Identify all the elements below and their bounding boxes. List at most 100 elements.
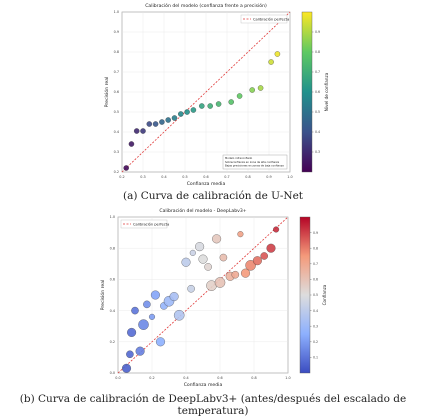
unet-point-10 — [184, 109, 190, 115]
deeplab-point-4 — [135, 346, 145, 356]
deeplab-colorbar-tick-label: 0.8 — [313, 246, 318, 250]
unet-legend-label: Calibración perfecta — [253, 17, 289, 21]
deeplab-y-tick-label: 0.6 — [110, 278, 115, 282]
unet-y-tick-label: 0.4 — [114, 130, 119, 134]
deeplab-point-9 — [155, 337, 165, 347]
deeplab-point-2 — [127, 327, 137, 337]
deeplab-point-26 — [237, 231, 244, 238]
unet-point-7 — [165, 117, 171, 123]
unet-y-tick-label: 0.2 — [114, 170, 119, 174]
deeplab-x-tick-label: 0.6 — [217, 376, 222, 380]
deeplab-colorbar-tick-label: 0.7 — [313, 262, 318, 266]
unet-y-tick-label: 0.7 — [114, 70, 119, 74]
deeplab-point-15 — [187, 285, 195, 293]
deeplab-chart-title: Calibración del modelo - DeepLabv3+ — [159, 207, 246, 214]
unet-colorbar-label: Nivel de confianza — [324, 72, 329, 111]
deeplab-x-tick-label: 0.2 — [149, 376, 154, 380]
unet-point-5 — [152, 121, 159, 127]
unet-point-12 — [199, 103, 205, 109]
unet-perfect-calibration-line — [121, 11, 291, 173]
unet-x-tick-label: 0.3 — [140, 175, 145, 179]
deeplab-point-25 — [231, 270, 240, 279]
unet-point-19 — [268, 59, 274, 65]
unet-annotation-line: Bajas precisiones en zonas de baja confi… — [225, 164, 284, 168]
deeplab-x-axis-label: Confianza media — [184, 382, 223, 388]
deeplab-point-28 — [245, 260, 256, 271]
unet-colorbar-tick-label: 0.8 — [315, 50, 320, 54]
unet-point-20 — [274, 51, 281, 57]
panel-unet: Calibración del modelo (confianza frente… — [0, 0, 426, 205]
caption-deeplab: (b) Curva de calibración de DeepLabv3+ (… — [19, 393, 407, 417]
deeplab-point-14 — [181, 257, 191, 267]
unet-point-0 — [123, 165, 129, 171]
unet-y-tick-label: 0.6 — [114, 90, 119, 94]
unet-colorbar-tick-label: 0.5 — [315, 110, 320, 114]
caption-unet: (a) Curva de calibración de U-Net — [122, 190, 304, 202]
deeplab-point-1 — [126, 350, 134, 359]
unet-x-tick-label: 0.6 — [203, 175, 208, 179]
unet-point-2 — [133, 128, 140, 134]
unet-colorbar-tick-label: 0.6 — [315, 90, 320, 94]
deeplab-legend-label: Calibración perfecta — [133, 222, 169, 226]
unet-x-tick-label: 0.7 — [224, 175, 229, 179]
unet-x-tick-label: 1.0 — [287, 175, 292, 179]
deeplab-point-19 — [204, 263, 212, 271]
deeplab-colorbar-tick-label: 0.6 — [313, 278, 318, 282]
deeplab-x-tick-label: 1.0 — [285, 376, 290, 380]
unet-y-tick-label: 1.0 — [114, 10, 119, 14]
deeplab-y-axis-label: Precisión real — [99, 280, 106, 311]
unet-y-tick-label: 0.8 — [114, 50, 119, 54]
deeplab-point-29 — [252, 256, 262, 266]
unet-point-8 — [171, 115, 178, 121]
deeplab-y-tick-label: 0.2 — [110, 340, 115, 344]
deeplab-point-22 — [214, 277, 226, 288]
unet-chart-title: Calibración del modelo (confianza frente… — [145, 2, 267, 9]
chart-unet-calibration: Calibración del modelo (confianza frente… — [103, 2, 329, 187]
unet-annotation-box — [222, 154, 288, 170]
deeplab-colorbar-tick-label: 0.5 — [313, 293, 318, 297]
deeplab-point-21 — [212, 234, 222, 244]
deeplab-point-5 — [138, 319, 149, 330]
deeplab-point-17 — [195, 242, 205, 252]
unet-colorbar-tick-label: 0.7 — [315, 70, 320, 74]
deeplab-colorbar — [299, 216, 311, 374]
deeplab-point-8 — [150, 290, 160, 300]
deeplab-y-tick-label: 0.0 — [110, 371, 115, 375]
deeplab-x-tick-label: 0.8 — [251, 376, 256, 380]
deeplab-point-12 — [169, 292, 179, 302]
unet-y-tick-label: 0.5 — [114, 110, 119, 114]
unet-point-14 — [215, 101, 222, 107]
deeplab-point-30 — [260, 252, 268, 260]
unet-x-tick-label: 0.8 — [245, 175, 250, 179]
unet-colorbar — [301, 11, 313, 173]
deeplab-point-13 — [173, 310, 185, 321]
deeplab-y-tick-label: 0.4 — [110, 309, 115, 313]
unet-point-3 — [140, 128, 146, 134]
unet-colorbar-tick-label: 0.9 — [315, 30, 320, 34]
deeplab-colorbar-tick-label: 0.9 — [313, 231, 318, 235]
deeplab-x-tick-label: 0.0 — [115, 376, 120, 380]
deeplab-colorbar-label: Confianza — [322, 284, 327, 305]
unet-y-axis-label: Precisión real — [103, 77, 110, 108]
unet-point-15 — [228, 99, 234, 105]
unet-point-17 — [249, 87, 255, 93]
deeplab-point-18 — [198, 254, 208, 264]
deeplab-x-tick-label: 0.4 — [183, 376, 188, 380]
unet-x-tick-label: 0.2 — [119, 175, 124, 179]
unet-point-9 — [178, 111, 184, 117]
unet-legend-box — [240, 14, 288, 24]
deeplab-colorbar-tick-label: 0.4 — [313, 309, 318, 313]
deeplab-point-27 — [240, 268, 250, 278]
deeplab-colorbar-tick-label: 0.1 — [313, 356, 318, 360]
unet-annotation-line: Modelo infraconfiado — [225, 156, 253, 160]
deeplab-point-6 — [143, 300, 151, 309]
deeplab-y-tick-label: 0.8 — [110, 246, 115, 250]
deeplab-point-23 — [219, 253, 228, 262]
unet-x-tick-label: 0.9 — [266, 175, 271, 179]
unet-point-18 — [257, 85, 264, 91]
unet-point-4 — [146, 121, 153, 127]
unet-y-tick-label: 0.9 — [114, 30, 119, 34]
deeplab-point-3 — [131, 306, 139, 315]
unet-point-6 — [159, 119, 165, 125]
panel-deeplab: Calibración del modelo - DeepLabv3+ 0.0 0.… — [0, 205, 426, 417]
